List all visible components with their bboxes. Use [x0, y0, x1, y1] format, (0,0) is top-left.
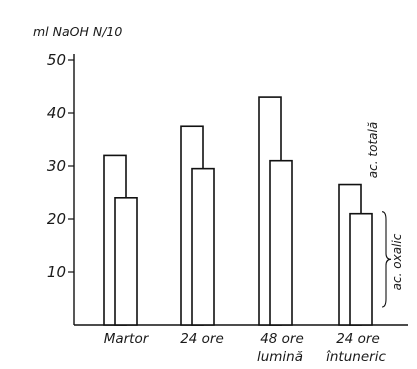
bars	[103, 96, 373, 326]
y-ticks: 10 20 30 40 50	[47, 51, 74, 281]
bar-oxalic-acid-3	[349, 212, 373, 326]
y-tick-label: 40	[47, 104, 66, 122]
series-labels: ac. totală ac. oxalic	[366, 122, 404, 308]
series-brace	[381, 211, 392, 308]
y-tick-label: 10	[47, 263, 66, 281]
category-label-line2: întuneric	[326, 349, 386, 365]
category-labels: Martor 24 ore 48 ore lumină 24 ore întuneric	[104, 331, 387, 365]
category-label: 24 ore	[336, 331, 380, 347]
series-label-oxalic-acid: ac. oxalic	[390, 233, 404, 290]
category-label: 24 ore	[180, 331, 224, 347]
category-label: Martor	[104, 331, 150, 347]
category-label-line2: lumină	[257, 349, 303, 365]
bar-oxalic-acid-1	[191, 167, 215, 326]
series-label-total-acidity: ac. totală	[366, 122, 380, 178]
y-tick-label: 20	[47, 210, 66, 228]
y-axis-label: ml NaOH N/10	[33, 24, 122, 39]
y-tick-label: 30	[47, 157, 66, 175]
category-label: 48 ore	[260, 331, 304, 347]
bar-oxalic-acid-2	[269, 159, 293, 326]
bar-oxalic-acid-0	[114, 197, 138, 326]
y-tick-label: 50	[47, 51, 66, 69]
